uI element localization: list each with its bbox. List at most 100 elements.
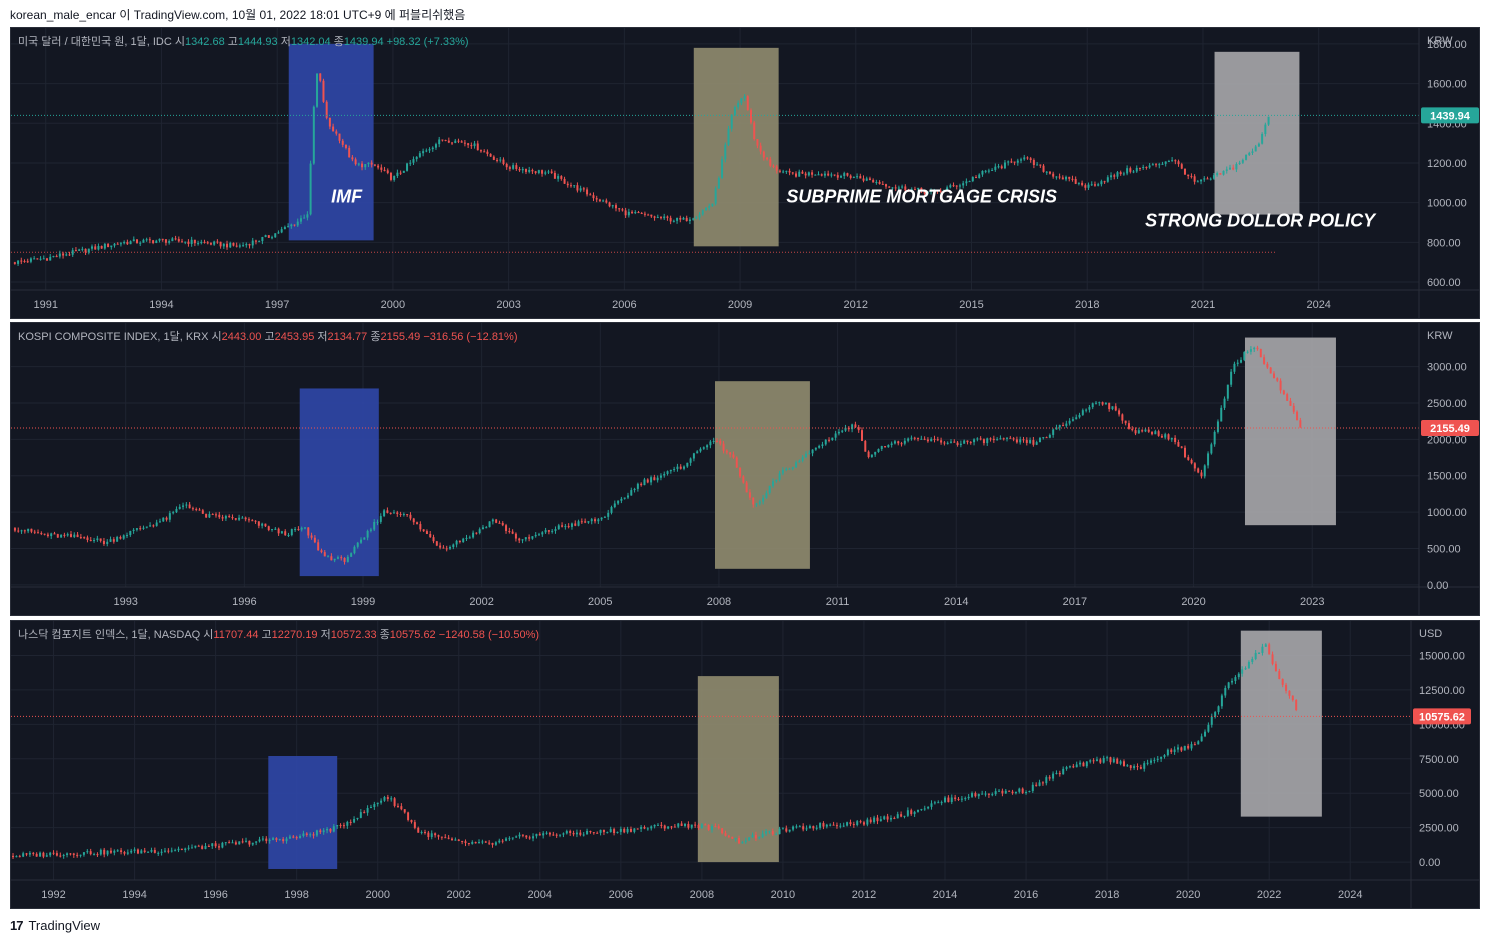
candle-body [1143, 763, 1146, 769]
x-tick-label: 2020 [1176, 889, 1200, 901]
candle-body [1124, 420, 1127, 424]
candle-body [697, 825, 700, 829]
candle-body [866, 819, 869, 825]
candle-body [439, 545, 442, 548]
candle-body [55, 853, 58, 856]
candle-body [1014, 791, 1017, 794]
annotation-label-1: SUBPRIME MORTGAGE CRISIS [786, 187, 1057, 207]
candle-body [547, 171, 550, 173]
candle-body [515, 836, 518, 838]
candle-body [712, 440, 715, 442]
candle-body [984, 793, 987, 795]
candle-body [83, 537, 86, 539]
y-tick-label: 15000.00 [1419, 650, 1465, 662]
candle-body [328, 117, 331, 127]
usdkrw-chart-panel[interactable]: IMF SUBPRIME MORTGAGE CRISIS STRONG DOLLOR… [10, 27, 1480, 319]
candle-body [287, 535, 290, 537]
candle-body [177, 238, 180, 242]
candle-body [1001, 790, 1004, 794]
candle-body [1193, 744, 1196, 746]
candle-body [376, 521, 379, 523]
candle-body [751, 834, 754, 838]
candle-body [869, 819, 872, 823]
candle-body [1264, 644, 1267, 647]
candle-body [781, 470, 784, 474]
highlight-box-0 [288, 43, 374, 241]
candle-body [555, 834, 558, 836]
candle-body [1006, 437, 1009, 439]
candle-body [907, 438, 910, 441]
candle-body [234, 842, 237, 845]
y-tick-label: 1500.00 [1427, 471, 1467, 483]
candle-body [946, 187, 949, 191]
candle-body [42, 258, 45, 260]
tradingview-footer[interactable]: 17 TradingView [10, 918, 100, 933]
candle-body [1174, 437, 1177, 442]
candle-body [616, 831, 619, 834]
candle-body [106, 541, 109, 544]
candle-body [478, 842, 481, 844]
candle-body [413, 822, 416, 828]
candle-body [87, 248, 90, 253]
candle-body [991, 169, 994, 171]
candle-body [1183, 745, 1186, 751]
candle-body [222, 243, 225, 247]
candle-body [464, 841, 467, 843]
candle-body [406, 163, 409, 171]
candle-body [559, 834, 562, 836]
candle-body [66, 534, 69, 536]
candle-body [1097, 184, 1100, 186]
candle-body [1154, 431, 1157, 435]
candle-body [158, 238, 161, 241]
candle-body [280, 229, 283, 233]
candle-body [1155, 164, 1158, 166]
candle-body [942, 190, 945, 192]
candle-body [901, 186, 904, 188]
candle-body [788, 170, 791, 173]
highlight-box-0 [299, 388, 379, 577]
candle-body [673, 826, 676, 828]
candle-body [656, 217, 659, 219]
candle-body [113, 243, 116, 246]
candle-body [775, 479, 778, 482]
candle-body [377, 165, 380, 168]
candle-body [244, 517, 247, 520]
x-tick-label: 2016 [1014, 889, 1038, 901]
tradingview-logo-icon: 17 [10, 918, 24, 933]
candle-body [126, 852, 129, 854]
candle-body [1068, 766, 1071, 768]
candle-body [917, 187, 920, 190]
candle-body [271, 529, 274, 531]
candle-body [714, 826, 717, 828]
nasdaq-chart-panel[interactable]: USD 0.00 2500.00 5000.00 7500.00 10000.00 1250… [10, 620, 1480, 909]
candle-body [309, 163, 312, 215]
candle-body [102, 540, 105, 544]
candle-body [12, 855, 15, 858]
candle-body [926, 191, 929, 194]
candle-body [258, 839, 261, 842]
candle-body [823, 173, 826, 176]
candle-body [441, 139, 444, 141]
kospi-chart-panel[interactable]: KRW 0.00 500.00 1000.00 1500.00 2000.00 2500.0… [10, 322, 1480, 616]
candle-body [1113, 175, 1116, 177]
candle-body [717, 826, 720, 829]
candle-body [488, 842, 491, 844]
candle-body [687, 823, 690, 828]
candle-body [60, 534, 63, 538]
candle-body [603, 516, 606, 518]
candle-body [213, 241, 216, 245]
candle-body [400, 806, 403, 810]
candle-body [147, 851, 150, 853]
candle-body [1110, 175, 1113, 178]
candle-body [711, 826, 714, 830]
candle-body [1197, 468, 1200, 473]
candle-body [547, 530, 550, 532]
highlight-box-2 [1214, 51, 1300, 215]
candle-body [306, 214, 309, 218]
candle-body [274, 233, 277, 238]
y-tick-label: 500.00 [1427, 543, 1461, 555]
candle-body [338, 133, 341, 141]
candle-body [1180, 164, 1183, 169]
candle-body [148, 239, 151, 241]
candle-body [663, 825, 666, 829]
